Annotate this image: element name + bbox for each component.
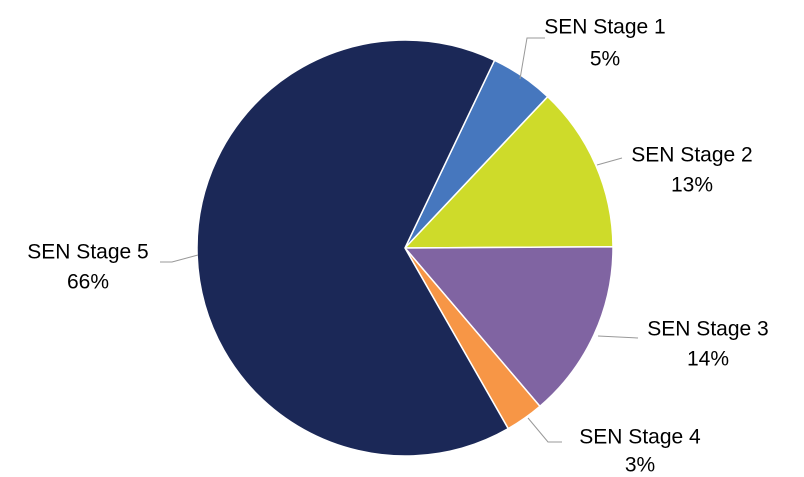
- slice-label: SEN Stage 4: [579, 426, 701, 449]
- value-label: 3%: [625, 454, 655, 477]
- leader-line: [597, 335, 639, 339]
- leader-line: [527, 417, 562, 443]
- pie-slice: [403, 95, 614, 249]
- value-label: 13%: [671, 174, 713, 197]
- slice-label: SEN Stage 1: [544, 16, 665, 39]
- pie-slice: [403, 246, 614, 408]
- leader-line: [596, 157, 623, 166]
- slice-label: SEN Stage 2: [631, 144, 752, 167]
- value-label: 14%: [687, 348, 729, 371]
- leader-line: [519, 37, 545, 80]
- value-label: 5%: [590, 48, 620, 71]
- value-label: 66%: [67, 271, 109, 294]
- leader-line: [160, 254, 199, 263]
- slice-label: SEN Stage 5: [27, 241, 148, 264]
- slice-label: SEN Stage 3: [647, 318, 768, 341]
